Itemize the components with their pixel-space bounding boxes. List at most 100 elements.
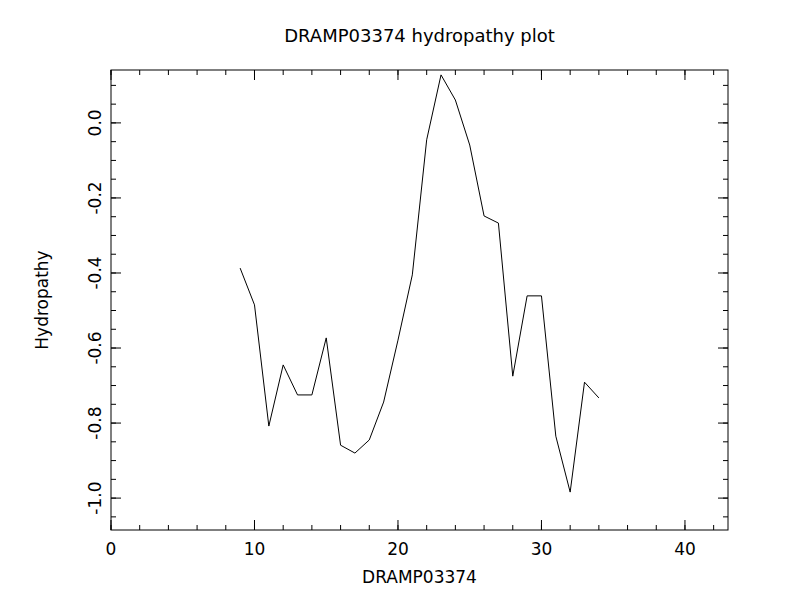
x-minor-tick <box>455 70 456 75</box>
x-minor-tick <box>254 525 255 530</box>
x-tick <box>254 70 255 80</box>
y-minor-tick <box>111 441 116 442</box>
x-minor-tick <box>254 70 255 75</box>
y-tick <box>111 197 121 198</box>
y-minor-tick <box>723 160 728 161</box>
y-minor-tick <box>111 404 116 405</box>
chart: 010203040-1.0-0.8-0.6-0.4-0.20.0DRAMP033… <box>0 0 800 600</box>
y-minor-tick <box>111 216 116 217</box>
y-minor-tick <box>111 291 116 292</box>
x-tick <box>541 520 542 530</box>
y-minor-tick <box>111 479 116 480</box>
y-minor-tick <box>111 460 116 461</box>
y-minor-tick <box>723 329 728 330</box>
y-minor-tick <box>723 141 728 142</box>
y-minor-tick <box>111 385 116 386</box>
y-tick <box>718 197 728 198</box>
x-minor-tick <box>283 525 284 530</box>
y-minor-tick <box>723 348 728 349</box>
y-minor-tick <box>111 310 116 311</box>
y-tick-label: -0.6 <box>85 331 105 364</box>
x-minor-tick <box>139 70 140 75</box>
y-minor-tick <box>723 254 728 255</box>
frame <box>111 70 728 530</box>
x-minor-tick <box>684 70 685 75</box>
x-minor-tick <box>197 70 198 75</box>
x-minor-tick <box>197 525 198 530</box>
x-minor-tick <box>598 70 599 75</box>
y-tick <box>718 272 728 273</box>
y-minor-tick <box>723 235 728 236</box>
y-tick <box>718 498 728 499</box>
x-minor-tick <box>426 70 427 75</box>
y-minor-tick <box>723 385 728 386</box>
x-minor-tick <box>512 525 513 530</box>
x-minor-tick <box>311 70 312 75</box>
y-minor-tick <box>111 366 116 367</box>
x-tick <box>111 520 112 530</box>
x-tick <box>111 70 112 80</box>
x-minor-tick <box>168 70 169 75</box>
x-tick <box>684 520 685 530</box>
y-minor-tick <box>111 254 116 255</box>
y-minor-tick <box>111 348 116 349</box>
y-minor-tick <box>111 141 116 142</box>
y-axis-label: Hydropathy <box>32 250 52 349</box>
x-minor-tick <box>340 70 341 75</box>
x-minor-tick <box>570 525 571 530</box>
y-minor-tick <box>111 329 116 330</box>
y-minor-tick <box>723 291 728 292</box>
x-minor-tick <box>627 525 628 530</box>
y-minor-tick <box>723 197 728 198</box>
y-minor-tick <box>723 404 728 405</box>
x-minor-tick <box>713 70 714 75</box>
y-tick <box>111 348 121 349</box>
y-minor-tick <box>723 366 728 367</box>
y-tick <box>718 423 728 424</box>
x-minor-tick <box>111 525 112 530</box>
x-minor-tick <box>598 525 599 530</box>
y-minor-tick <box>111 516 116 517</box>
y-minor-tick <box>111 197 116 198</box>
y-tick-label: -0.4 <box>85 256 105 289</box>
y-minor-tick <box>723 310 728 311</box>
x-minor-tick <box>139 525 140 530</box>
x-minor-tick <box>426 525 427 530</box>
y-minor-tick <box>723 216 728 217</box>
y-minor-tick <box>111 272 116 273</box>
x-minor-tick <box>627 70 628 75</box>
x-tick <box>254 520 255 530</box>
x-tick <box>541 70 542 80</box>
x-minor-tick <box>369 525 370 530</box>
title: DRAMP03374 hydropathy plot <box>284 25 555 46</box>
x-minor-tick <box>541 70 542 75</box>
y-minor-tick <box>111 122 116 123</box>
x-tick-label: 20 <box>387 539 409 559</box>
x-minor-tick <box>397 70 398 75</box>
x-tick-label: 0 <box>106 539 117 559</box>
plot-area <box>240 75 599 492</box>
x-minor-tick <box>311 525 312 530</box>
y-minor-tick <box>111 235 116 236</box>
hydropathy-line <box>240 75 599 492</box>
x-minor-tick <box>397 525 398 530</box>
x-minor-tick <box>484 70 485 75</box>
y-minor-tick <box>111 179 116 180</box>
x-minor-tick <box>541 525 542 530</box>
y-minor-tick <box>723 272 728 273</box>
x-minor-tick <box>484 525 485 530</box>
x-axis-label: DRAMP03374 <box>362 567 477 587</box>
y-tick-label: -0.2 <box>85 181 105 214</box>
x-minor-tick <box>713 525 714 530</box>
x-minor-tick <box>455 525 456 530</box>
y-minor-tick <box>723 498 728 499</box>
x-minor-tick <box>684 525 685 530</box>
y-tick <box>111 272 121 273</box>
y-minor-tick <box>723 423 728 424</box>
x-tick <box>397 520 398 530</box>
x-minor-tick <box>512 70 513 75</box>
y-tick <box>111 122 121 123</box>
y-tick <box>111 498 121 499</box>
x-tick-label: 30 <box>531 539 553 559</box>
x-minor-tick <box>111 70 112 75</box>
